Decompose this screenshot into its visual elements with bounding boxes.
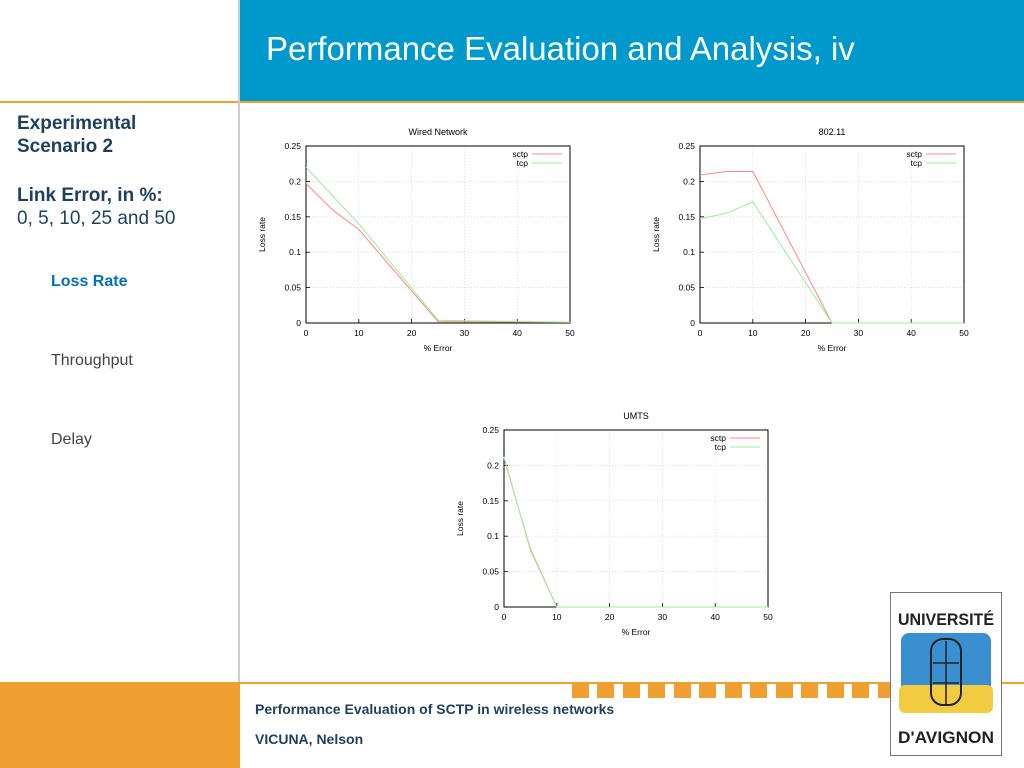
x-tick-label: 30: [854, 328, 864, 338]
legend-label-sctp: sctp: [710, 433, 726, 443]
y-tick-label: 0.2: [683, 176, 695, 186]
y-tick-label: 0.1: [487, 531, 499, 541]
y-tick-label: 0.25: [482, 425, 499, 435]
x-tick-label: 0: [502, 612, 507, 622]
header-divider-right: [240, 101, 1024, 103]
y-tick-label: 0.15: [284, 212, 301, 222]
x-tick-label: 40: [906, 328, 916, 338]
x-tick-label: 50: [959, 328, 969, 338]
series-line-sctp: [503, 458, 768, 608]
y-axis-label: Loss rate: [651, 217, 661, 252]
scenario-heading-line2: Scenario 2: [17, 136, 114, 157]
y-tick-label: 0.15: [678, 212, 695, 222]
x-tick-label: 10: [354, 328, 364, 338]
x-tick-label: 40: [710, 612, 720, 622]
y-tick-label: 0.1: [683, 247, 695, 257]
plot-frame: [305, 145, 571, 324]
chart-80211: 802.11 0 0.05 0.1 0.15 0.2 0.25 0 10 20 30 40 50 % Er…: [651, 127, 969, 353]
y-tick-label: 0: [296, 318, 301, 328]
link-error-label: Link Error, in %:: [17, 185, 163, 206]
y-tick-label: 0.05: [284, 283, 301, 293]
x-tick-label: 0: [304, 328, 309, 338]
slide-title: Performance Evaluation and Analysis, iv: [266, 30, 855, 67]
x-tick-label: 20: [605, 612, 615, 622]
x-tick-label: 50: [565, 328, 575, 338]
y-axis-label: Loss rate: [257, 217, 267, 252]
y-tick-label: 0.15: [482, 496, 499, 506]
title-bar: [240, 0, 1024, 101]
chart-title: Wired Network: [408, 127, 468, 137]
y-tick-label: 0.1: [289, 247, 301, 257]
link-error-block: Link Error, in %: 0, 5, 10, 25 and 50: [17, 184, 175, 230]
series-line-sctp: [305, 183, 571, 323]
y-tick-label: 0.25: [678, 141, 695, 151]
x-tick-label: 10: [748, 328, 758, 338]
x-tick-label: 0: [698, 328, 703, 338]
chart-title: UMTS: [623, 411, 649, 421]
legend-label-sctp: sctp: [906, 149, 922, 159]
scenario-heading: Experimental Scenario 2: [17, 112, 136, 158]
legend-label-sctp: sctp: [512, 149, 528, 159]
y-tick-label: 0.05: [678, 283, 695, 293]
x-tick-label: 50: [763, 612, 773, 622]
nav-item-delay[interactable]: Delay: [51, 431, 92, 448]
link-error-values: 0, 5, 10, 25 and 50: [17, 208, 176, 229]
legend-label-tcp: tcp: [911, 158, 923, 168]
x-tick-label: 30: [460, 328, 470, 338]
nav-item-loss-rate[interactable]: Loss Rate: [51, 273, 128, 290]
x-tick-label: 10: [552, 612, 562, 622]
x-axis-label: % Error: [424, 343, 453, 353]
y-tick-label: 0.05: [482, 567, 499, 577]
logo-text-bottom: D'AVIGNON: [898, 728, 994, 747]
y-axis-label: Loss rate: [455, 501, 465, 536]
plot-frame: [699, 145, 965, 324]
series-line-tcp: [305, 166, 571, 323]
x-tick-label: 20: [801, 328, 811, 338]
y-tick-label: 0.25: [284, 141, 301, 151]
x-tick-label: 20: [407, 328, 417, 338]
scenario-heading-line1: Experimental: [17, 113, 137, 134]
x-tick-label: 40: [512, 328, 522, 338]
sidebar-divider: [238, 0, 240, 768]
y-tick-label: 0: [690, 318, 695, 328]
footer-title: Performance Evaluation of SCTP in wirele…: [255, 701, 615, 717]
header-left-panel: [0, 0, 238, 101]
chart-wired-network: Wired Network 0 0.05 0.1 0.15 0.2 0.25 0 10 20 30 4…: [257, 127, 575, 353]
x-axis-label: % Error: [818, 343, 847, 353]
series-line-tcp: [699, 201, 964, 324]
nav-item-throughput[interactable]: Throughput: [51, 352, 133, 369]
chart-umts: UMTS 0 0.05 0.1 0.15 0.2 0.25 0 10 20 30 40 50 % Erro…: [455, 411, 773, 637]
university-logo: UNIVERSITÉ D'AVIGNON: [890, 592, 1002, 756]
y-tick-label: 0.2: [289, 176, 301, 186]
y-tick-label: 0: [494, 602, 499, 612]
chart-title: 802.11: [819, 127, 846, 137]
legend-label-tcp: tcp: [517, 158, 529, 168]
legend-label-tcp: tcp: [715, 442, 727, 452]
logo-graphic: UNIVERSITÉ D'AVIGNON: [898, 610, 994, 747]
y-tick-label: 0.2: [487, 460, 499, 470]
series-line-sctp: [699, 171, 964, 324]
x-tick-label: 30: [658, 612, 668, 622]
footer-author: VICUNA, Nelson: [255, 731, 364, 747]
plot-frame: [503, 429, 769, 608]
logo-text-top: UNIVERSITÉ: [898, 610, 994, 629]
x-axis-label: % Error: [622, 627, 651, 637]
footer-left-panel: [0, 682, 240, 768]
header-divider-left: [0, 101, 240, 103]
series-line-tcp: [503, 456, 768, 608]
